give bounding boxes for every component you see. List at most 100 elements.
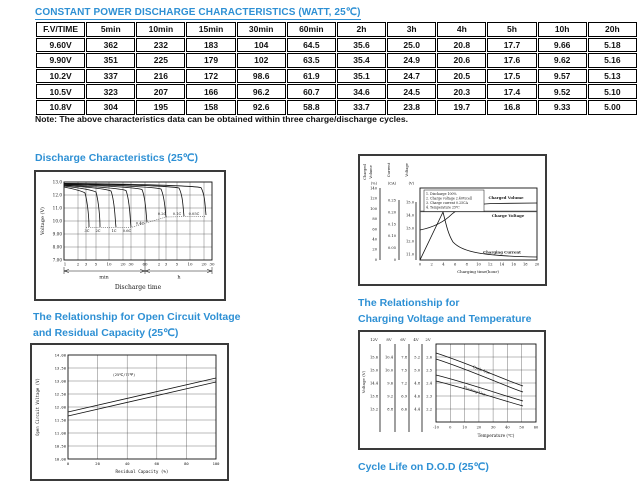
tick-label: 9.2 bbox=[387, 395, 393, 399]
discharge-x-axis-title: Discharge time bbox=[115, 284, 162, 291]
table-cell: 337 bbox=[86, 68, 136, 84]
charge-x-ticks: 0 2 4 6 8 10 12 14 16 18 20 bbox=[419, 263, 540, 267]
tick-label: 14.00 bbox=[55, 353, 67, 358]
table-cell: 10.5V bbox=[36, 84, 86, 99]
tick-label: 140 bbox=[370, 187, 378, 191]
cvt-grid bbox=[436, 344, 536, 422]
cvt-x-axis-title: Temperature (℃) bbox=[478, 433, 515, 438]
table-cell: 34.6 bbox=[336, 84, 387, 99]
table-cell: 23.8 bbox=[387, 99, 437, 115]
table-cell: 20.5 bbox=[437, 68, 487, 84]
tick-label: 30 bbox=[128, 262, 134, 267]
table-header-cell: 20h bbox=[587, 22, 637, 37]
table-cell: 92.6 bbox=[236, 99, 286, 115]
curve-label: 0.1C bbox=[173, 212, 182, 216]
cvt-scale-axes bbox=[379, 344, 423, 432]
table-cell: 158 bbox=[186, 99, 236, 115]
table-row: 10.5V 323 207 166 96.2 60.7 34.6 24.5 20.3 17.4 9.… bbox=[36, 84, 637, 99]
cvt-scale-6v: 7.8 7.5 7.2 6.9 6.6 bbox=[401, 356, 407, 412]
charge-conditions-box bbox=[423, 189, 485, 212]
table-header-cell: 2h bbox=[336, 22, 387, 37]
tick-label: 20 bbox=[120, 262, 126, 267]
tick-label: 0 bbox=[394, 258, 397, 262]
table-cell: 5.18 bbox=[587, 37, 637, 53]
table-cell: 172 bbox=[186, 68, 236, 84]
charge-axis-titles: Charged Volume Current Voltage (%) (CA) … bbox=[363, 162, 415, 185]
tick-label: 50 bbox=[519, 426, 524, 430]
tick-label: 14.4 bbox=[370, 382, 379, 386]
tick-label: 6.9 bbox=[401, 395, 407, 399]
heading-cvt-line1: The Relationship for bbox=[358, 297, 460, 309]
tick-label: 10.00 bbox=[55, 457, 67, 462]
table-cell: 24.5 bbox=[387, 84, 437, 99]
table-cell: 58.8 bbox=[286, 99, 336, 115]
charge-characteristics-chart: Charged Volume Current Voltage (%) (CA) … bbox=[358, 154, 547, 286]
tick-label: 11.00 bbox=[55, 431, 67, 436]
cycle-use-label: Cycle Use bbox=[472, 365, 490, 375]
table-cell: 20.6 bbox=[437, 53, 487, 68]
curve-label: Charged Volume bbox=[488, 195, 524, 200]
cvt-chart-canvas: 12V 8V 6V 4V 2V 15.6 15.0 14.4 13.8 13.2 10.… bbox=[361, 337, 539, 438]
table-cell: 195 bbox=[136, 99, 186, 115]
tick-label: 2.2 bbox=[426, 408, 432, 412]
cvt-bands bbox=[435, 352, 524, 407]
tick-label: 11.50 bbox=[55, 418, 67, 423]
tick-label: 13.50 bbox=[55, 366, 67, 371]
tick-label: 100 bbox=[213, 461, 221, 466]
discharge-x-ticks: 1 2 3 5 10 20 30 60 2 3 5 10 20 30 bbox=[64, 262, 215, 267]
table-cell: 35.1 bbox=[336, 68, 387, 84]
range-label-min: min bbox=[99, 275, 109, 281]
curve-label: 1C bbox=[111, 229, 116, 233]
ocv-chart-canvas: 14.00 13.50 13.00 12.50 12.00 11.50 11.00 10.50… bbox=[35, 353, 221, 475]
discharge-y-axis-title: Voltage (V) bbox=[39, 207, 46, 236]
discharge-curve-labels: 3C 2C 1C 0.6C 0.4C 0.2C 0.1C 0.05C bbox=[84, 212, 199, 233]
tick-label: 80 bbox=[184, 461, 189, 466]
curve-label: 2C bbox=[95, 229, 100, 233]
charging-voltage-temperature-chart: 12V 8V 6V 4V 2V 15.6 15.0 14.4 13.8 13.2 10.… bbox=[358, 330, 546, 450]
heading-cycle-life: Cycle Life on D.O.D (25℃) bbox=[358, 461, 489, 473]
discharge-plot-frame bbox=[63, 181, 213, 261]
tick-label: 20 bbox=[535, 263, 540, 267]
table-head: F.V/TIME 5min 10min 15min 30min 60min 2h 3h 4h 5h… bbox=[36, 22, 637, 37]
table-header-cell: F.V/TIME bbox=[36, 22, 86, 37]
ocv-plot-frame bbox=[67, 354, 217, 460]
table-cell: 96.2 bbox=[236, 84, 286, 99]
tick-label: 4.4 bbox=[414, 408, 420, 412]
charge-curve-labels: Charged Volume Charge Voltage Charging C… bbox=[483, 195, 525, 255]
charge-conditions: 1. Discharge 100% 2. Charge voltage 2.40… bbox=[426, 192, 472, 210]
heading-cvt-line2: Charging Voltage and Temperature bbox=[358, 313, 532, 325]
tick-label: 40 bbox=[125, 461, 130, 466]
axis-unit-v: (V) bbox=[409, 182, 415, 186]
tick-label: 0.15 bbox=[388, 222, 397, 226]
charge-x-axis-title: Charging time(hour) bbox=[457, 269, 499, 274]
table-cell: 60.7 bbox=[286, 84, 336, 99]
table-note: Note: The above characteristics data can… bbox=[35, 114, 408, 124]
curve-label: 3C bbox=[84, 229, 89, 233]
table-cell: 232 bbox=[136, 37, 186, 53]
charge-volume-ticks: 140 120 100 80 60 40 20 0 bbox=[370, 187, 378, 262]
table-cell: 5.10 bbox=[587, 84, 637, 99]
tick-label: 14 bbox=[500, 263, 505, 267]
table-cell: 17.7 bbox=[487, 37, 537, 53]
table-cell: 35.6 bbox=[336, 37, 387, 53]
tick-label: 11.0 bbox=[53, 206, 63, 211]
tick-label: 12.50 bbox=[55, 392, 67, 397]
condition-line: 4. Temperature 25℃ bbox=[426, 206, 460, 210]
cvt-scale-8v: 10.4 10.0 9.6 9.2 8.8 bbox=[385, 356, 394, 412]
table-cell: 216 bbox=[136, 68, 186, 84]
tick-label: 2.3 bbox=[426, 395, 432, 399]
tick-label: 2.5 bbox=[426, 369, 432, 373]
tick-label: 12.0 bbox=[406, 240, 415, 244]
tick-label: 6 bbox=[454, 263, 457, 267]
tick-label: 8 bbox=[466, 263, 469, 267]
tick-label: -10 bbox=[433, 426, 440, 430]
table-cell: 5.16 bbox=[587, 53, 637, 68]
tick-label: 20 bbox=[95, 461, 100, 466]
table-cell: 304 bbox=[86, 99, 136, 115]
tick-label: 10 bbox=[462, 426, 467, 430]
table-cell: 9.33 bbox=[537, 99, 587, 115]
tick-label: 40 bbox=[372, 238, 377, 242]
tick-label: 16 bbox=[511, 263, 516, 267]
tick-label: 4 bbox=[442, 263, 445, 267]
heading-ocv-line2: and Residual Capacity (25℃) bbox=[33, 327, 179, 339]
